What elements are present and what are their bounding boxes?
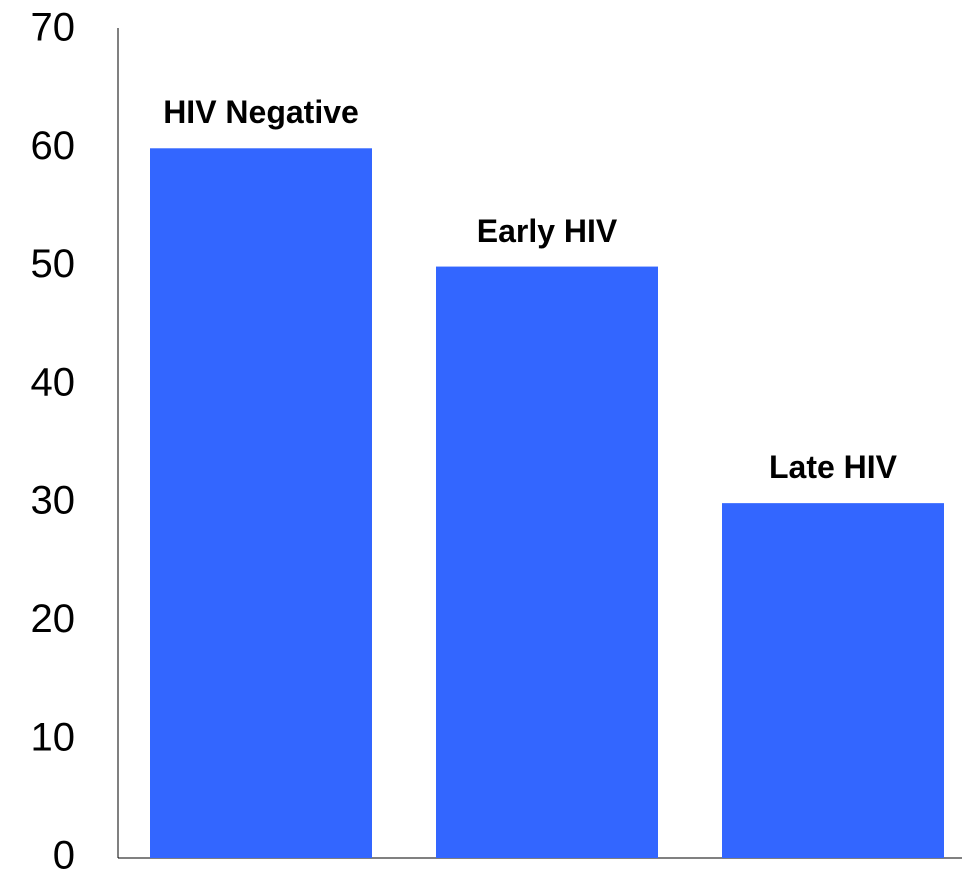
y-tick-label: 10 [31, 715, 76, 759]
bar [150, 148, 372, 859]
y-tick-label: 20 [31, 597, 76, 641]
y-tick-label: 30 [31, 479, 76, 523]
bar [722, 503, 944, 858]
y-tick-label: 40 [31, 360, 76, 404]
y-tick-label: 70 [31, 6, 76, 50]
category-label: HIV Negative [163, 94, 359, 131]
y-tick-label: 50 [31, 242, 76, 286]
y-tick-label: 60 [31, 124, 76, 168]
category-label: Early HIV [476, 212, 618, 249]
y-tick-label: 0 [53, 834, 75, 876]
bar [436, 266, 658, 859]
category-label: Late HIV [768, 449, 898, 486]
